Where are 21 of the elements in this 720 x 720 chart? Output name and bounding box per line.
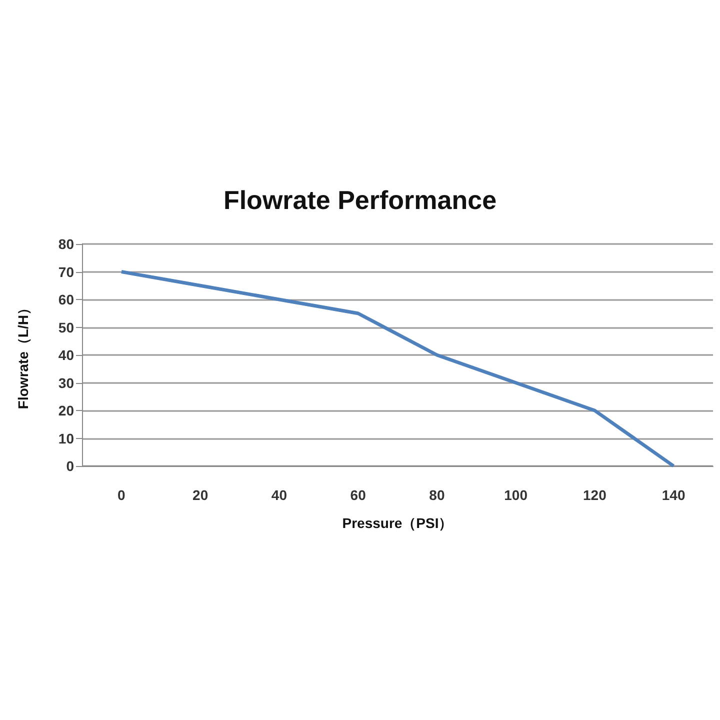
y-tick-label: 0 <box>66 458 74 474</box>
x-tick-label: 60 <box>350 487 366 503</box>
y-tick-label: 70 <box>58 264 74 280</box>
x-tick-label: 0 <box>118 487 126 503</box>
chart-title: Flowrate Performance <box>223 185 497 215</box>
x-tick-label: 100 <box>504 487 528 503</box>
x-tick-label: 120 <box>583 487 607 503</box>
x-tick-label: 20 <box>192 487 208 503</box>
y-tick-label: 50 <box>58 319 74 336</box>
line-series <box>120 270 676 468</box>
x-tick-label: 140 <box>662 487 686 503</box>
y-tick-label: 20 <box>58 402 74 418</box>
x-tick-label: 80 <box>429 487 445 503</box>
y-axis-title: Flowrate（L/H） <box>15 300 31 410</box>
y-tick-label: 80 <box>58 236 74 252</box>
y-tick-label: 60 <box>58 292 74 308</box>
y-tick-label: 10 <box>58 430 74 446</box>
x-tick-label: 40 <box>271 487 288 503</box>
y-tick-label: 30 <box>58 374 74 391</box>
y-tick-label: 40 <box>58 347 74 363</box>
x-axis-title: Pressure（PSI） <box>342 515 453 531</box>
